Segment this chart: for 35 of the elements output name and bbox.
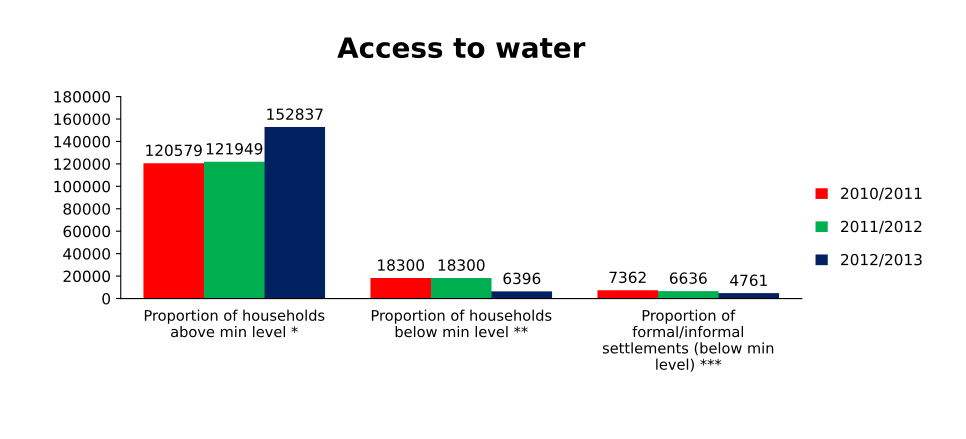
data-label: 120579	[146, 144, 202, 156]
data-label: 18300	[378, 259, 424, 271]
legend-label: 2011/2012	[841, 220, 922, 234]
chart-title: Access to water	[337, 37, 586, 58]
y-tick-label: 160000	[54, 113, 110, 126]
y-tick-label: 20000	[64, 270, 110, 282]
y-tick-label: 0	[102, 292, 110, 305]
bar	[204, 162, 265, 299]
legend-label: 2010/2011	[841, 188, 922, 200]
x-tick-label: Proportion of households above min level *	[144, 310, 324, 338]
y-tick-label: 80000	[63, 203, 110, 215]
bar	[143, 163, 204, 299]
bar	[597, 290, 658, 299]
data-label: 4761	[730, 274, 767, 286]
legend-label: 2012/2013	[841, 254, 922, 267]
y-tick-label: 100000	[54, 180, 110, 192]
bar	[430, 278, 492, 299]
bar	[370, 278, 431, 299]
y-tick-label: 60000	[63, 226, 110, 238]
data-label: 121949	[206, 143, 262, 155]
bar	[718, 293, 780, 299]
y-tick-label: 180000	[54, 91, 110, 103]
bar	[264, 127, 326, 299]
data-label: 18300	[438, 259, 485, 271]
bar	[658, 291, 719, 299]
y-tick-label: 40000	[63, 248, 110, 260]
data-label: 6396	[503, 272, 540, 284]
data-label: 6636	[670, 272, 707, 284]
bar	[492, 291, 552, 299]
y-tick-label: 140000	[54, 136, 110, 148]
y-tick-label: 120000	[54, 158, 110, 170]
data-label: 152837	[267, 108, 323, 120]
x-tick-label: Proportion of formal/informal settlements (below min level) ***	[602, 310, 774, 372]
data-label: 7362	[610, 272, 646, 284]
x-tick-label: Proportion of households below min level **	[372, 310, 552, 338]
